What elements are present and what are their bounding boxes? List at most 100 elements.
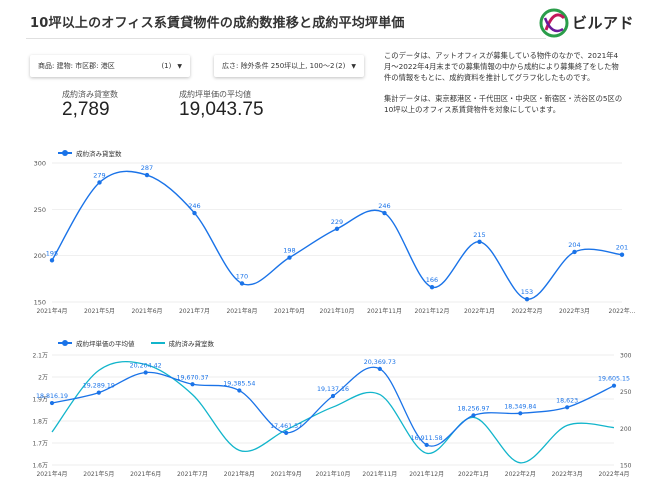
x-tick-label: 2021年10月 [320, 307, 355, 315]
legend-line-icon [58, 150, 72, 156]
data-label: 18,623 [556, 397, 578, 404]
x-tick-label: 2022年1月 [458, 470, 489, 478]
x-tick-label: 2021年5月 [84, 307, 115, 315]
right-tick-label: 150 [620, 463, 632, 470]
y-tick-label: 200 [34, 252, 46, 260]
legend-label: 成約済み貸室数 [76, 150, 122, 158]
x-tick-label: 2021年12月 [409, 470, 444, 478]
x-tick-label: 2021年6月 [131, 307, 162, 315]
x-tick-label: 2021年7月 [177, 470, 208, 478]
company-logo [539, 8, 569, 38]
x-tick-label: 2022年3月 [559, 307, 590, 315]
x-tick-label: 2021年8月 [226, 307, 257, 315]
data-label: 19,670.37 [176, 374, 208, 381]
y-tick-label: 150 [34, 299, 46, 307]
left-tick-label: 1.8万 [32, 419, 48, 426]
left-tick-label: 2万 [38, 375, 48, 382]
x-tick-label: 2022年2月 [505, 470, 536, 478]
filter-label: 商品: 建物: 市区郡: 港区 [38, 62, 115, 70]
x-tick-label: 2022年... [609, 307, 636, 315]
right-tick-label: 200 [620, 426, 632, 433]
x-tick-label: 2021年11月 [367, 307, 402, 315]
data-point [382, 210, 387, 216]
description-text: このデータは、アットオフィスが募集している物件のなかで、2021年4月～2022… [384, 51, 619, 82]
data-label: 18,349.84 [504, 403, 536, 410]
data-point [429, 284, 435, 290]
data-label: 279 [93, 171, 105, 179]
data-label: 18,256.97 [457, 405, 489, 412]
x-tick-label: 2021年5月 [83, 470, 114, 478]
data-point [330, 393, 336, 399]
data-label: 20,204.42 [130, 363, 162, 370]
data-point [477, 239, 482, 244]
left-tick-label: 2.1万 [32, 353, 48, 360]
data-label: 204 [568, 241, 580, 249]
left-tick-label: 1.6万 [32, 463, 48, 470]
data-label: 18,816.19 [36, 393, 68, 400]
chart1-legend: 成約済み貸室数 [58, 148, 122, 158]
legend-line-icon [58, 340, 72, 346]
logo-mark-icon [539, 8, 569, 38]
data-label: 198 [283, 247, 295, 255]
right-tick-label: 300 [620, 353, 632, 360]
data-point [334, 226, 340, 231]
left-tick-label: 1.7万 [32, 441, 48, 448]
data-point [424, 442, 429, 448]
data-label: 195 [46, 249, 58, 257]
data-label: 19,605.15 [598, 376, 630, 383]
x-tick-label: 2021年9月 [271, 470, 302, 478]
data-label: 153 [521, 288, 533, 296]
area-filter-dropdown[interactable]: 商品: 建物: 市区郡: 港区 (1) ▼ [30, 55, 190, 77]
data-point [144, 172, 150, 178]
x-tick-label: 2021年7月 [179, 307, 210, 315]
data-point [97, 180, 102, 185]
price-combo-chart: 2.1万 2万 1.9万 1.8万 1.7万 1.6万 300 250 200 150 2021年4… [32, 353, 632, 479]
chevron-down-icon: ▼ [351, 62, 356, 70]
kpi-value-contracts: 2,789 [62, 99, 110, 120]
data-label: 201 [616, 244, 628, 252]
y-tick-label: 250 [34, 206, 46, 214]
x-tick-label: 2022年3月 [552, 470, 583, 478]
data-label: 246 [378, 202, 390, 210]
data-label: 170 [236, 272, 248, 280]
description-text: 集計データは、東京都港区・千代田区・中央区・新宿区・渋谷区の5区の10坪以上のオ… [384, 94, 623, 114]
size-filter-dropdown[interactable]: 広さ: 除外条件 250坪以上, 100～2... (2) ▼ [214, 55, 364, 77]
legend-line-icon [150, 342, 165, 344]
logo-text: ビルアド [572, 14, 635, 32]
x-tick-label: 2022年2月 [511, 307, 542, 315]
y-tick-label: 300 [34, 160, 46, 168]
data-point [284, 430, 289, 435]
x-tick-label: 2021年9月 [274, 307, 305, 315]
x-tick-label: 2021年12月 [415, 307, 450, 315]
data-point [192, 210, 197, 216]
filter-label: 広さ: 除外条件 250坪以上, 100～2... [222, 62, 336, 70]
data-label: 16,911.58 [411, 435, 443, 442]
x-tick-label: 2021年4月 [36, 470, 67, 478]
data-point [565, 405, 570, 410]
data-point [239, 281, 245, 286]
data-point [49, 400, 55, 406]
filter-count: (2) [335, 62, 346, 70]
data-label: 19,137.16 [317, 386, 349, 393]
data-point [518, 411, 523, 416]
data-point [237, 388, 242, 393]
x-tick-label: 2021年11月 [362, 470, 397, 478]
data-point [190, 382, 195, 387]
data-label: 20,369.73 [364, 359, 396, 366]
legend-label: 成約済み貸室数 [168, 340, 215, 348]
data-label: 215 [473, 231, 485, 239]
chart2-legend: 成約坪単価の平均値 成約済み貸室数 [58, 338, 214, 348]
x-tick-label: 2022年4月 [598, 470, 629, 478]
data-label: 19,289.19 [83, 383, 115, 390]
data-point [49, 258, 55, 263]
title-divider [26, 38, 546, 39]
series-line-contracts [51, 170, 623, 300]
x-tick-label: 2022年1月 [464, 307, 495, 315]
x-tick-label: 2021年10月 [316, 470, 351, 478]
kpi-label-avg-price: 成約坪単価の平均値 [179, 90, 251, 99]
page-title: 10坪以上のオフィス系賃貸物件の成約数推移と成約平均坪単価 [30, 16, 405, 31]
data-label: 229 [331, 218, 343, 226]
x-tick-label: 2021年6月 [130, 470, 161, 478]
description-panel: このデータは、アットオフィスが募集している物件のなかで、2021年4月～2022… [384, 50, 624, 125]
